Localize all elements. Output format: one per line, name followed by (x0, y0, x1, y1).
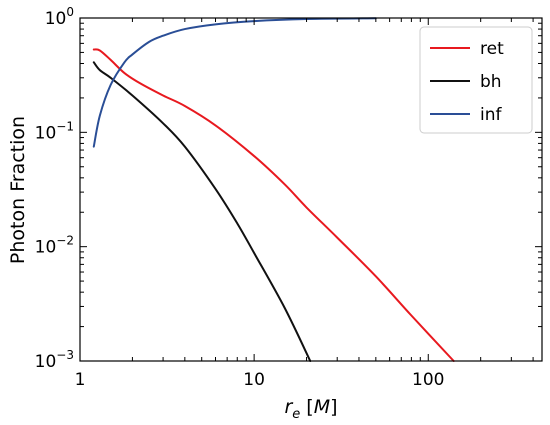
y-tick-label: 100 (45, 5, 74, 29)
series-line-inf (92, 17, 377, 148)
x-axis-label-sub: e (292, 407, 300, 422)
series-line-bh (92, 61, 312, 362)
legend-box (419, 26, 533, 134)
series-line-ret (92, 48, 455, 362)
legend-label-bh: bh (480, 72, 502, 92)
plot-frame (79, 17, 543, 362)
legend-label-ret: ret (480, 39, 504, 59)
axis-ticks (79, 17, 542, 362)
series-lines (92, 17, 455, 362)
y-axis-label: Photon Fraction (7, 116, 29, 264)
y-tick-label: 10−3 (35, 348, 74, 372)
x-axis-label: re [M] (284, 396, 337, 422)
x-tick-label: 1 (75, 370, 86, 390)
x-tick-label: 10 (243, 370, 265, 390)
legend: ret bh inf (419, 26, 533, 134)
x-tick-label: 100 (412, 370, 444, 390)
y-tick-label: 10−1 (35, 119, 74, 143)
tick-labels: 1 10 100 10−3 10−2 10−1 100 (35, 5, 445, 390)
y-tick-label: 10−2 (35, 234, 74, 258)
legend-label-inf: inf (480, 105, 502, 125)
